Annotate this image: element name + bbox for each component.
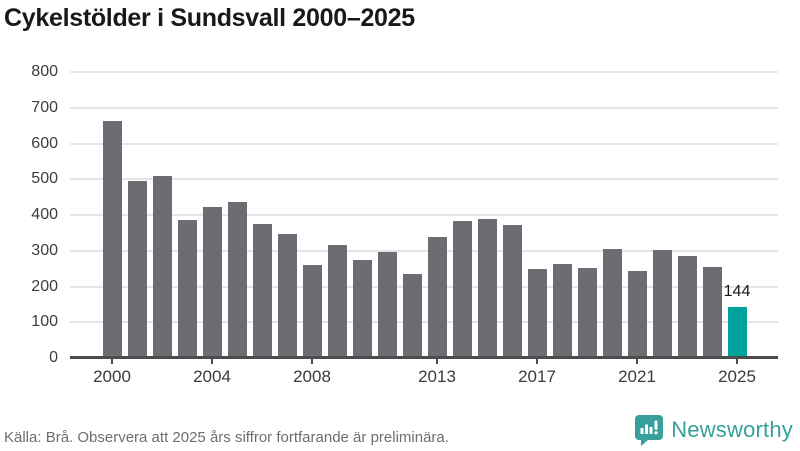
gridline-100 (70, 321, 778, 324)
gridline-200 (70, 285, 778, 288)
x-axis-tick-label: 2013 (418, 367, 456, 386)
y-axis-tick-label: 700 (31, 98, 58, 116)
x-axis-tick (311, 356, 313, 364)
bar-2011 (377, 251, 397, 358)
bar-2024 (702, 266, 722, 358)
y-axis-tick-label: 500 (31, 170, 58, 188)
gridline-700 (70, 106, 778, 109)
newsworthy-wordmark: Newsworthy (671, 417, 793, 442)
bar-2000 (102, 121, 122, 358)
x-axis-tick (111, 356, 113, 364)
bar-2013 (427, 236, 447, 358)
y-axis-tick-label: 200 (31, 277, 58, 295)
newsworthy-logo: Newsworthy (634, 414, 793, 446)
bar-2003 (177, 220, 197, 358)
bar-2025 (727, 306, 747, 358)
bar-2014 (452, 221, 472, 358)
x-axis-tick (536, 356, 538, 364)
x-axis-tick-label: 2008 (293, 367, 331, 386)
x-axis-tick-label: 2000 (93, 367, 131, 386)
bar-2023 (677, 256, 697, 358)
bar-2008 (302, 264, 322, 358)
bar-2019 (577, 267, 597, 358)
bar-2001 (127, 181, 147, 358)
y-axis-tick-label: 0 (49, 349, 58, 366)
bar-2012 (402, 273, 422, 358)
x-axis-tick-label: 2021 (618, 367, 656, 386)
y-axis-tick-label: 600 (31, 134, 58, 152)
y-axis-tick-label: 800 (31, 63, 58, 80)
bar-2007 (277, 233, 297, 358)
bar-2015 (477, 218, 497, 358)
gridline-800 (70, 71, 778, 73)
chart-title: Cykelstölder i Sundsvall 2000–2025 (4, 4, 415, 32)
x-axis-tick (636, 356, 638, 364)
y-axis-tick-label: 400 (31, 206, 58, 223)
bar-2010 (352, 259, 372, 358)
bar-2018 (552, 264, 572, 358)
newsworthy-bubble-chart-icon (634, 414, 664, 446)
x-axis-tick (736, 356, 738, 364)
bar-value-label: 144 (723, 282, 751, 300)
x-axis-tick-label: 2025 (718, 367, 756, 386)
gridline-600 (70, 142, 778, 145)
gridline-500 (70, 178, 778, 181)
bar-2005 (227, 202, 247, 358)
bar-2021 (627, 270, 647, 358)
bar-2016 (502, 225, 522, 358)
x-axis-line (70, 356, 778, 359)
source-note: Källa: Brå. Observera att 2025 års siffr… (4, 429, 449, 446)
x-axis-tick (436, 356, 438, 364)
bar-2020 (602, 249, 622, 358)
bar-2006 (252, 224, 272, 358)
x-axis-tick-label: 2017 (518, 367, 556, 386)
y-axis-tick-label: 300 (31, 241, 58, 259)
bar-2022 (652, 249, 672, 358)
bar-2004 (202, 207, 222, 358)
bar-2009 (327, 244, 347, 358)
bar-2002 (152, 176, 172, 358)
bar-2017 (527, 268, 547, 358)
y-axis-tick-label: 100 (31, 313, 58, 331)
gridline-300 (70, 249, 778, 252)
gridline-400 (70, 214, 778, 216)
x-axis-tick (211, 356, 213, 364)
x-axis-tick-label: 2004 (193, 367, 231, 386)
